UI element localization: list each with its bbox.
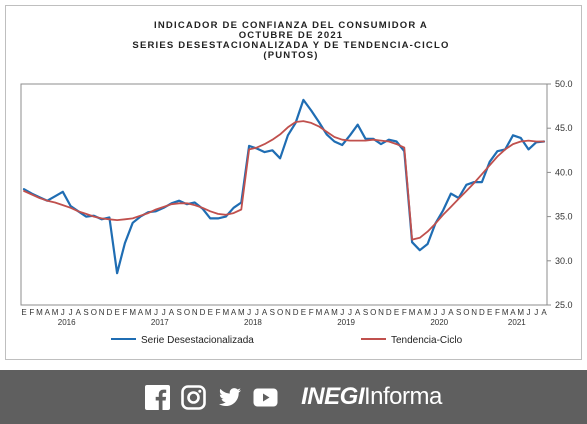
x-tick-label: J [441,308,445,317]
x-tick-label: J [526,308,530,317]
x-tick-label: F [495,308,500,317]
x-tick-label: E [114,308,119,317]
plot-area [20,83,548,306]
y-tick-label: 45.0 [555,123,573,133]
x-tick-label: J [255,308,259,317]
x-tick-label: J [154,308,158,317]
x-tick-label: A [231,308,237,317]
x-tick-label: D [293,308,299,317]
x-tick-label: F [309,308,314,317]
footer-bar: INEGI Informa [0,370,587,424]
x-year-label: 2018 [244,318,262,327]
legend-label: Serie Desestacionalizada [141,335,254,346]
x-tick-label: N [471,308,477,317]
x-tick-label: M [222,308,229,317]
x-tick-label: M [409,308,416,317]
x-tick-label: N [285,308,291,317]
x-tick-label: A [262,308,268,317]
x-tick-label: S [83,308,88,317]
x-tick-label: N [99,308,105,317]
series-line-tendencia-ciclo [23,120,545,241]
y-tick-label: 50.0 [555,79,573,89]
x-tick-label: F [29,308,34,317]
x-tick-label: S [270,308,275,317]
x-tick-label: A [417,308,423,317]
x-tick-label: M [502,308,509,317]
x-tick-label: E [21,308,26,317]
x-tick-label: D [200,308,206,317]
x-tick-label: O [184,308,190,317]
x-tick-label: O [91,308,97,317]
chart-title-line-3: SERIES DESESTACIONALIZADA Y DE TENDENCIA… [132,40,449,51]
y-tick-label: 25.0 [555,300,573,310]
twitter-icon[interactable] [217,385,242,410]
chart-svg: INDICADOR DE CONFIANZA DEL CONSUMIDOR AO… [20,20,573,346]
x-tick-label: A [45,308,51,317]
x-tick-label: A [541,308,547,317]
x-year-label: 2017 [151,318,169,327]
x-tick-label: A [169,308,175,317]
x-year-label: 2020 [430,318,448,327]
x-tick-label: M [238,308,245,317]
x-tick-label: M [316,308,323,317]
x-tick-label: D [479,308,485,317]
x-tick-label: A [510,308,516,317]
x-tick-label: E [394,308,399,317]
x-tick-label: O [370,308,376,317]
legend-label: Tendencia-Ciclo [391,335,463,346]
series-line-desestacionalizada [22,98,546,275]
x-tick-label: S [177,308,182,317]
x-tick-label: D [106,308,112,317]
chart-title-line-4: (PUNTOS) [263,50,318,61]
x-tick-label: F [402,308,407,317]
x-tick-label: E [208,308,213,317]
x-tick-label: A [448,308,454,317]
chart-title-line-2: OCTUBRE DE 2021 [239,30,344,41]
instagram-icon[interactable] [181,384,206,410]
y-tick-label: 35.0 [555,212,573,222]
youtube-icon[interactable] [253,385,278,410]
x-tick-label: F [216,308,221,317]
x-tick-label: A [355,308,361,317]
x-tick-label: D [386,308,392,317]
x-tick-label: M [517,308,524,317]
x-tick-label: J [61,308,65,317]
x-tick-label: J [340,308,344,317]
x-tick-label: E [487,308,492,317]
x-tick-label: J [348,308,352,317]
x-tick-label: J [247,308,251,317]
x-tick-label: S [363,308,368,317]
x-tick-label: M [129,308,136,317]
x-tick-label: J [69,308,73,317]
x-tick-label: S [456,308,461,317]
x-tick-label: F [122,308,127,317]
x-tick-label: A [76,308,82,317]
brand-strong-text: INEGI [301,383,364,410]
brand-light-text: Informa [363,383,442,410]
facebook-icon[interactable] [145,384,171,410]
chart-title-line-1: INDICADOR DE CONFIANZA DEL CONSUMIDOR A [154,20,428,31]
x-tick-label: M [424,308,431,317]
inegi-informa-logo: INEGI Informa [301,383,442,411]
x-year-label: 2021 [508,318,526,327]
x-tick-label: A [324,308,330,317]
x-tick-label: M [331,308,338,317]
x-tick-label: J [162,308,166,317]
x-tick-label: O [277,308,283,317]
x-tick-label: N [192,308,198,317]
x-tick-label: N [378,308,384,317]
x-tick-label: A [138,308,144,317]
x-tick-label: J [433,308,437,317]
x-tick-label: E [301,308,306,317]
y-tick-label: 30.0 [555,256,573,266]
x-tick-label: M [52,308,59,317]
x-tick-label: M [36,308,43,317]
x-year-label: 2019 [337,318,355,327]
y-tick-label: 40.0 [555,167,573,177]
x-tick-label: O [463,308,469,317]
x-year-label: 2016 [58,318,76,327]
x-tick-label: J [534,308,538,317]
x-tick-label: M [145,308,152,317]
